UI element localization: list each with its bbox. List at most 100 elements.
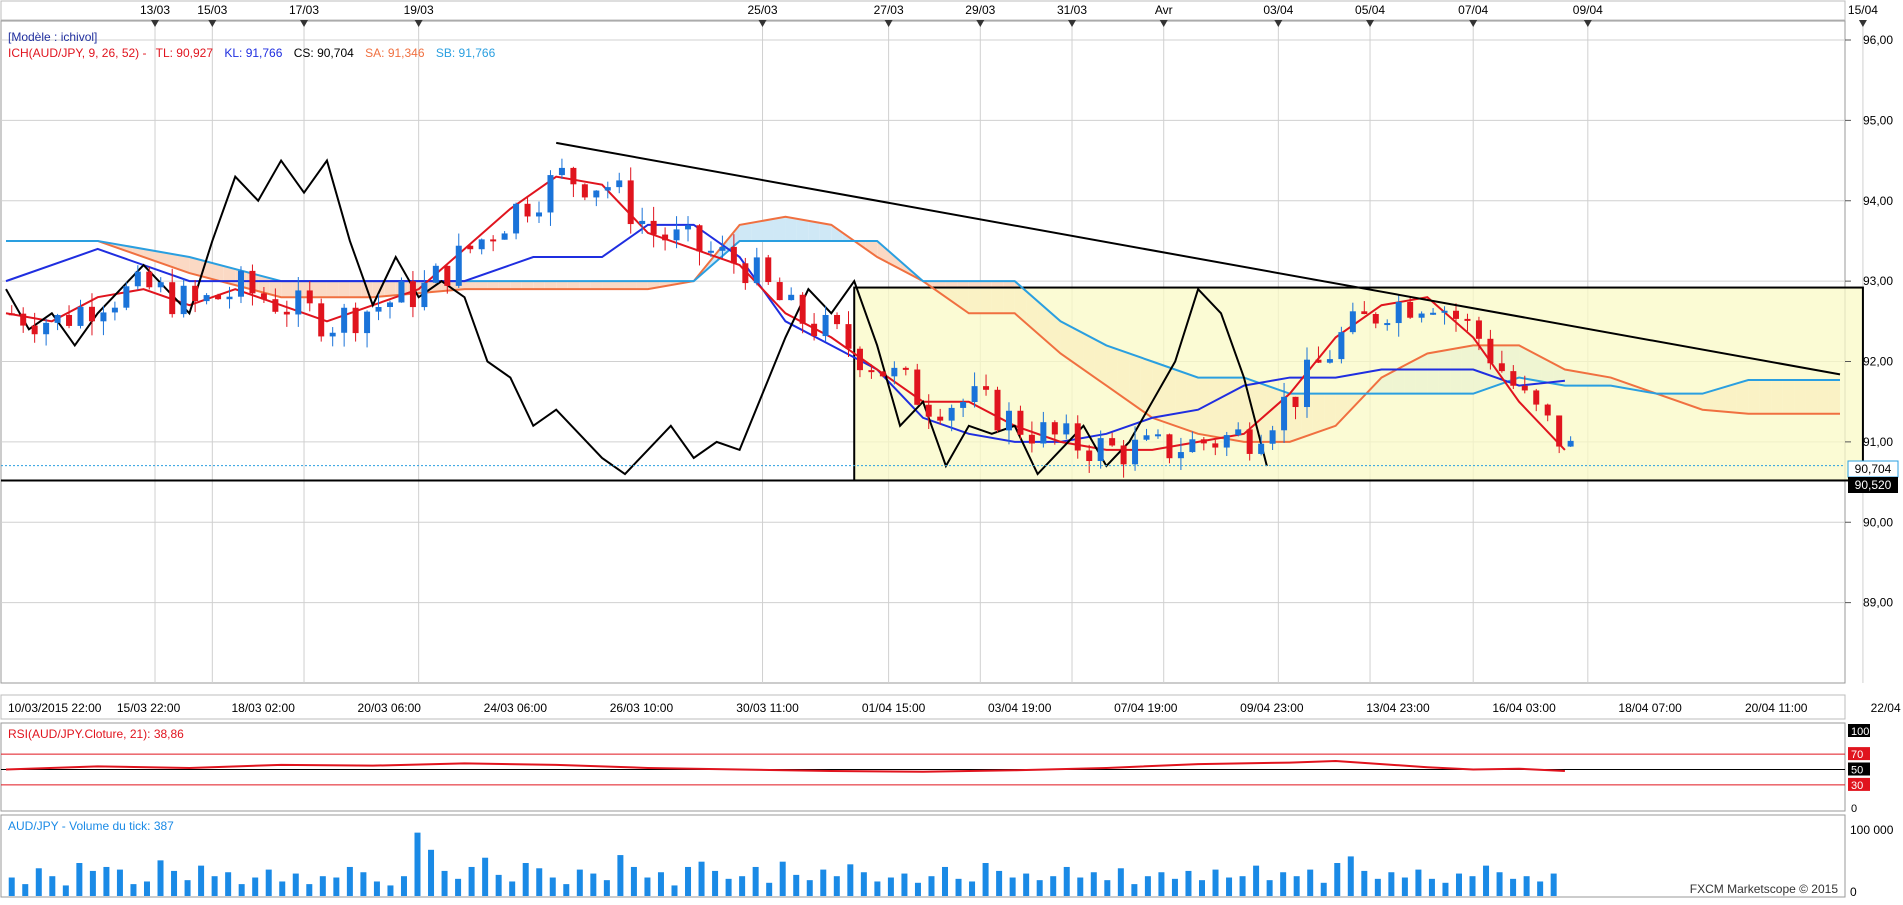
candle-body [593,190,600,198]
volume-bar [1496,872,1503,896]
candle-body [811,323,818,337]
cloud-segment [464,281,476,290]
cloud-segment [475,281,488,290]
candle-body [1453,310,1460,319]
volume-bar [1212,869,1219,896]
bottom-date-label: 18/03 02:00 [231,701,295,715]
volume-bar [1226,877,1233,896]
candle-body [1132,439,1139,465]
candle-body [1361,311,1368,315]
cloud-segment [613,281,625,290]
cloud-segment [819,222,832,241]
candle-body [1349,311,1356,333]
candle-body [581,184,588,198]
volume-bar [157,860,164,896]
candle-body [616,180,623,188]
candle-body [1017,410,1024,435]
candle-body [799,294,806,324]
volume-bar [1239,876,1246,896]
date-marker-icon [1159,20,1168,27]
volume-tick-label: 100 000 [1850,823,1894,837]
cloud-segment [579,281,591,290]
bottom-date-label: 20/04 11:00 [1745,701,1808,715]
volume-bar [996,870,1003,896]
rsi-tick-badge [1848,747,1870,761]
price-tick-label: 93,00 [1863,274,1893,288]
volume-bar [1090,872,1097,896]
volume-bar [509,881,516,896]
volume-bar [901,873,908,896]
candle-body [822,314,829,337]
candle-body [1281,396,1288,431]
top-date-label: 19/03 [404,3,434,17]
candle-body [570,167,577,185]
tl-value: TL: 90,927 [156,46,214,60]
cloud-segment [556,281,568,290]
rsi-tick-label: 50 [1851,765,1863,777]
candle-body [1418,313,1425,318]
candle-body [856,348,863,371]
volume-tick-label: 0 [1850,885,1857,899]
candle-body [1521,385,1528,391]
cloud-segment [762,218,774,241]
candle-body [134,271,141,287]
trendline[interactable] [556,141,1841,376]
candle-body [707,250,714,253]
candle-body [329,332,336,337]
bottom-date-label: 26/03 10:00 [610,701,674,715]
volume-bar [225,872,232,896]
candle-body [455,245,462,286]
volume-bar [712,870,719,896]
candle-body [1063,423,1070,435]
top-axis-band [0,0,1846,21]
candle-body [8,313,15,316]
rsi-tick-label: 0 [1851,803,1857,815]
bottom-date-label: 16/04 03:00 [1492,701,1556,715]
volume-bar [1144,876,1151,896]
volume-bar [549,877,556,896]
candle-body [627,180,634,225]
volume-bar [143,881,150,896]
volume-bar [1455,873,1462,896]
sa-value: SA: 91,346 [365,46,425,60]
support-price-tag: 90,520 [1848,477,1898,493]
volume-bar [171,870,178,896]
volume-bar [1117,868,1124,896]
date-marker-icon [151,20,160,27]
candle-body [994,389,1001,431]
volume-bar [130,884,137,896]
candle-body [662,234,669,241]
cloud-segment [349,281,362,298]
candle-body [283,311,290,315]
candle-body [398,281,405,303]
candle-body [1384,323,1391,326]
candle-body [971,386,978,403]
candle-body [1189,439,1196,453]
volume-bar [1483,865,1490,896]
cloud-segment [796,218,809,241]
current-price-text: 90,704 [1855,462,1892,476]
cloud-segment [831,224,843,241]
candle-body [66,314,73,326]
volume-bar [198,865,205,896]
candle-body [364,311,371,334]
bottom-date-label: 09/04 23:00 [1240,701,1304,715]
cloud-segment [498,281,511,290]
cloud-segment [487,281,499,290]
candle-body [1315,359,1322,363]
volume-bar [455,878,462,896]
bottom-date-label: 03/04 19:00 [988,701,1052,715]
volume-panel-frame[interactable] [0,814,1846,898]
candle-body [1326,359,1333,363]
volume-bar [346,866,353,896]
support-price-text: 90,520 [1855,478,1892,492]
candle-body [547,175,554,213]
volume-bar [1253,865,1260,896]
consolidation-rectangle[interactable] [853,286,1864,482]
candle-body [776,282,783,301]
candle-body [1109,438,1116,446]
rsi-panel-frame[interactable] [0,722,1846,812]
rsi-tick-badge [1848,777,1870,791]
candle-body [501,233,508,240]
volume-bar [1077,877,1084,896]
